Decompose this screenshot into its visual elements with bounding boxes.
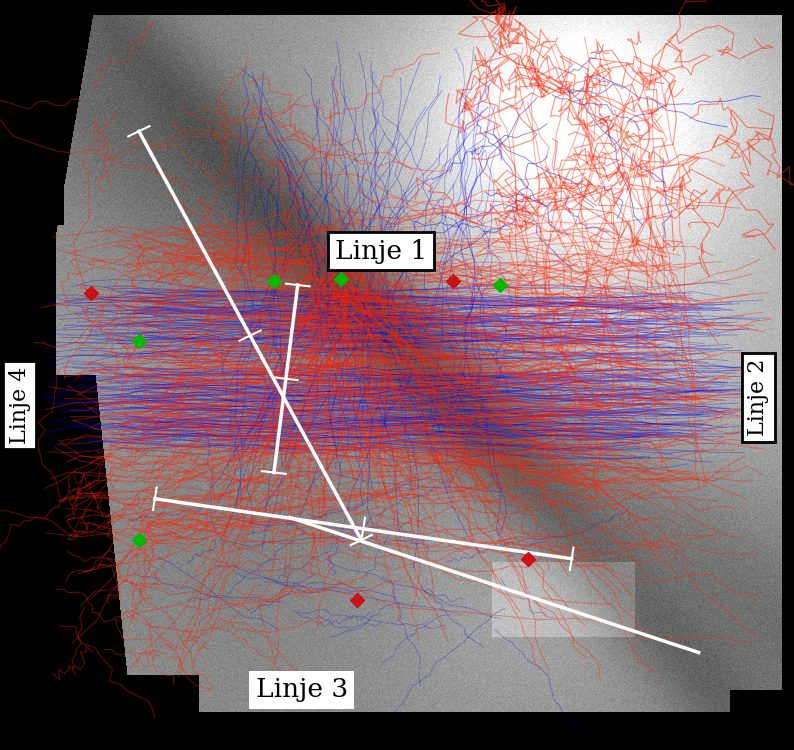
Text: Linje 1: Linje 1 [335, 238, 427, 264]
Text: Linje 2: Linje 2 [747, 358, 769, 436]
Text: Linje 3: Linje 3 [256, 677, 348, 703]
Text: Linje 4: Linje 4 [9, 366, 31, 444]
